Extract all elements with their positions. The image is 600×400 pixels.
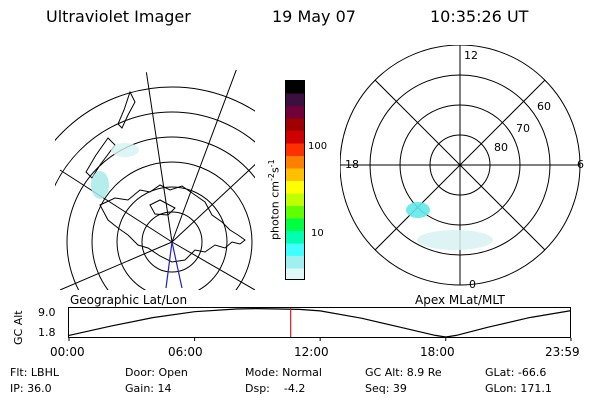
mlt-label-6: 6 [577, 158, 584, 171]
mlt-label-18: 18 [345, 158, 359, 171]
meridian-line [171, 159, 255, 243]
alt-ytick: 9.0 [38, 306, 56, 319]
lat-circle [91, 161, 253, 290]
altitude-series [68, 307, 572, 338]
colorbar-segment [286, 156, 304, 169]
mlat-label-70: 70 [516, 122, 530, 135]
meridian-line [171, 70, 241, 243]
time-label: 10:35:26 UT [430, 7, 529, 26]
lat-circle [55, 111, 255, 290]
lat-circle [66, 136, 255, 290]
colorbar-segment [286, 106, 304, 119]
info-door: Door: Open [125, 366, 188, 379]
plot-frame [68, 307, 571, 338]
colorbar-segment [286, 168, 304, 182]
x-tick-label: 18:00 [420, 345, 455, 359]
colorbar-segment [286, 193, 304, 207]
mlt-label-12: 12 [464, 49, 478, 62]
app-title: Ultraviolet Imager [46, 7, 191, 26]
mlt-line [374, 79, 546, 251]
colorbar-segment [286, 231, 304, 244]
colorbar-tick: 10 [311, 228, 324, 239]
geographic-map [55, 70, 255, 290]
info-seq: Seq: 39 [365, 382, 407, 395]
date-label: 19 May 07 [272, 7, 356, 26]
meridian-line [59, 169, 173, 243]
aurora-patch [91, 171, 109, 199]
colorbar-segment [286, 256, 304, 269]
x-tick-label: 06:00 [168, 345, 203, 359]
info-glon: GLon: 171.1 [485, 382, 552, 395]
info-gcalt: GC Alt: 8.9 Re [365, 366, 442, 379]
colorbar [285, 80, 305, 280]
coastline [149, 199, 176, 216]
colorbar-unit: photon cm-2s-1 [267, 159, 282, 240]
lat-circle [141, 211, 203, 273]
x-tick-label: 00:00 [50, 345, 85, 359]
lat-circle [55, 86, 255, 290]
colorbar-segment [286, 118, 304, 132]
polar-plot: 12 18 6 0 60 70 80 [340, 45, 584, 290]
colorbar-segment [286, 181, 304, 194]
colorbar-segment [286, 206, 304, 219]
colorbar-segment [286, 93, 304, 107]
meridian-line [139, 70, 173, 243]
colorbar-segment [286, 143, 304, 157]
coastline [117, 90, 136, 129]
alt-ylabel: GC Alt [12, 310, 25, 345]
coastline [99, 184, 246, 263]
mlt-label-0: 0 [469, 278, 476, 290]
colorbar-tick: 100 [308, 141, 328, 152]
alt-ytick: 1.8 [38, 326, 56, 339]
meridian-line [171, 241, 255, 290]
mlat-label-60: 60 [537, 100, 551, 113]
meridian-line [59, 241, 173, 290]
info-ip: IP: 36.0 [10, 382, 52, 395]
info-dsp: Dsp: -4.2 [245, 382, 306, 395]
colorbar-segment [286, 131, 304, 144]
info-gain: Gain: 14 [125, 382, 172, 395]
colorbar-segment [286, 218, 304, 232]
altitude-plot [68, 307, 572, 341]
mlat-label-80: 80 [494, 141, 508, 154]
coastline [85, 137, 116, 179]
polar-panel-label: Apex MLat/MLT [415, 293, 505, 307]
aurora-patch [111, 143, 139, 157]
info-flt: Flt: LBHL [10, 366, 59, 379]
info-mode: Mode: Normal [245, 366, 322, 379]
aurora-patch [417, 230, 493, 250]
sensor-line [165, 241, 173, 289]
info-glat: GLat: -66.6 [485, 366, 547, 379]
colorbar-segment [286, 243, 304, 257]
x-tick-label: 23:59 [545, 345, 580, 359]
aurora-patch [406, 202, 430, 218]
colorbar-segment [286, 81, 304, 94]
geo-panel-label: Geographic Lat/Lon [70, 293, 188, 307]
sensor-line [171, 241, 183, 289]
colorbar-segment [286, 268, 304, 279]
lat-circle [116, 186, 228, 290]
x-tick-label: 12:00 [294, 345, 329, 359]
